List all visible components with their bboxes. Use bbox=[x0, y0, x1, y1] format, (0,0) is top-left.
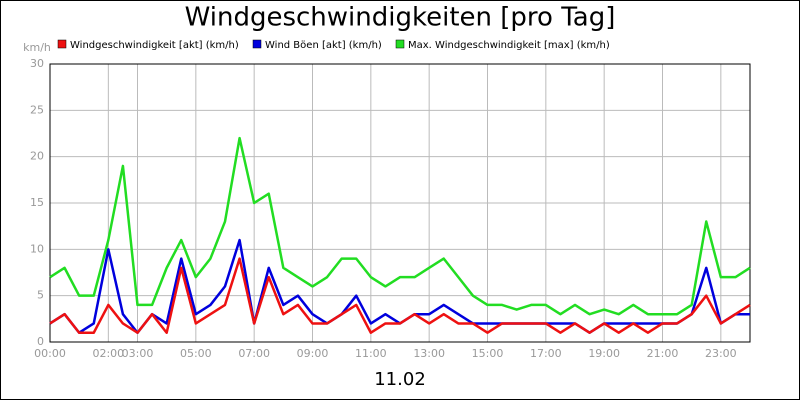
x-tick-label: 00:00 bbox=[34, 347, 66, 360]
x-tick-label: 07:00 bbox=[238, 347, 270, 360]
date-label: 11.02 bbox=[374, 369, 426, 390]
legend-swatch bbox=[395, 39, 405, 49]
plot-border bbox=[49, 63, 751, 343]
y-tick-label: 15 bbox=[30, 196, 44, 209]
x-tick-label: 15:00 bbox=[472, 347, 504, 360]
y-tick-label: 0 bbox=[37, 335, 44, 348]
x-tick-label: 17:00 bbox=[530, 347, 562, 360]
y-unit: km/h bbox=[23, 41, 51, 54]
x-tick-label: 21:00 bbox=[647, 347, 679, 360]
legend-label: Windgeschwindigkeit [akt] (km/h) bbox=[70, 40, 239, 51]
x-tick-label: 09:00 bbox=[297, 347, 329, 360]
x-tick-label: 11:00 bbox=[355, 347, 387, 360]
x-tick-label: 13:00 bbox=[413, 347, 445, 360]
y-tick-label: 10 bbox=[30, 242, 44, 255]
x-tick-label: 23:00 bbox=[705, 347, 737, 360]
series-line bbox=[49, 257, 751, 334]
x-tick-label: 02:00 bbox=[92, 347, 124, 360]
y-tick-label: 20 bbox=[30, 150, 44, 163]
y-tick-label: 30 bbox=[30, 57, 44, 70]
legend-label: Max. Windgeschwindigkeit [max] (km/h) bbox=[408, 40, 610, 51]
x-tick-label: 19:00 bbox=[588, 347, 620, 360]
series-line bbox=[49, 136, 751, 316]
y-tick-label: 25 bbox=[30, 103, 44, 116]
legend-label: Wind Böen [akt] (km/h) bbox=[265, 40, 382, 51]
legend-swatch bbox=[57, 39, 67, 49]
chart-title: Windgeschwindigkeiten [pro Tag] bbox=[185, 3, 616, 33]
y-tick-label: 5 bbox=[37, 289, 44, 302]
x-tick-label: 05:00 bbox=[180, 347, 212, 360]
legend-swatch bbox=[252, 39, 262, 49]
x-tick-label: 03:00 bbox=[122, 347, 154, 360]
